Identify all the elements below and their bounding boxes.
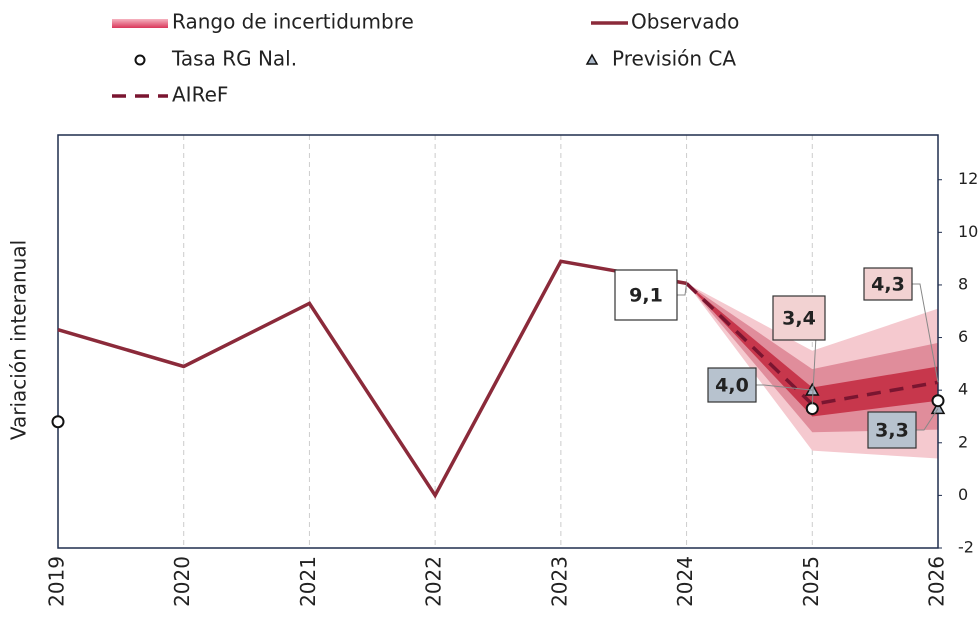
annotation-box xyxy=(772,295,826,341)
legend-label: Observado xyxy=(631,10,739,34)
annotation: 9,1 xyxy=(629,285,663,307)
legend-label: AIReF xyxy=(172,83,228,107)
leader-line xyxy=(756,384,813,391)
y-tick-label: 0 xyxy=(958,485,968,504)
x-tick-label: 2022 xyxy=(422,556,446,607)
leader-line xyxy=(916,408,939,431)
point xyxy=(51,415,65,429)
y-tick-label: -2 xyxy=(958,538,974,557)
legend-label: Previsión CA xyxy=(612,47,736,71)
legend-swatch xyxy=(585,53,599,65)
plot-frame xyxy=(57,134,939,549)
y-axis-label: Variación interanual xyxy=(7,240,31,440)
leader-line xyxy=(677,283,688,296)
legend-swatch xyxy=(112,19,168,28)
x-tick-label: 2021 xyxy=(296,556,320,607)
annotation-box xyxy=(867,411,917,449)
annotation: 4,0 xyxy=(715,375,749,397)
legend-swatch xyxy=(134,54,146,66)
y-tick-label: 6 xyxy=(958,327,968,346)
annotation-box xyxy=(707,367,757,403)
annotation-box xyxy=(863,267,913,301)
annotation: 4,3 xyxy=(871,274,905,296)
x-tick-label: 2023 xyxy=(547,556,571,607)
x-tick-label: 2019 xyxy=(45,556,69,607)
annotation-box xyxy=(614,269,678,321)
observed-line xyxy=(57,259,687,499)
leader-line xyxy=(912,283,939,383)
y-tick-label: 8 xyxy=(958,274,968,293)
x-tick-label: 2025 xyxy=(799,556,823,607)
y-tick-label: 4 xyxy=(958,380,968,399)
annotation: 3,4 xyxy=(782,308,816,330)
point xyxy=(931,394,945,408)
y-tick-label: 10 xyxy=(958,222,978,241)
x-tick-label: 2020 xyxy=(170,556,194,607)
point xyxy=(805,402,819,416)
legend-label: Tasa RG Nal. xyxy=(171,47,297,71)
x-tick-label: 2026 xyxy=(925,556,949,607)
legend-label: Rango de incertidumbre xyxy=(172,10,414,34)
uncertainty-band xyxy=(686,283,938,417)
point xyxy=(930,401,946,415)
x-tick-label: 2024 xyxy=(673,556,697,607)
annotation: 3,3 xyxy=(875,420,909,442)
y-tick-label: 2 xyxy=(958,432,968,451)
y-tick-label: 12 xyxy=(958,169,978,188)
